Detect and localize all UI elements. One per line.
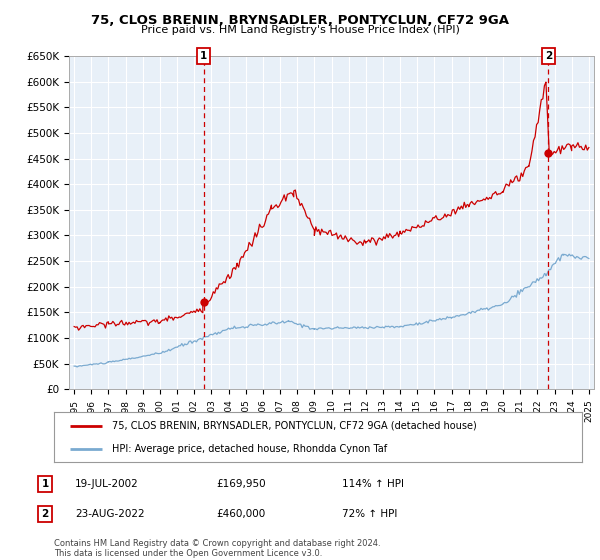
Text: 1: 1 bbox=[200, 51, 207, 61]
Text: 75, CLOS BRENIN, BRYNSADLER, PONTYCLUN, CF72 9GA (detached house): 75, CLOS BRENIN, BRYNSADLER, PONTYCLUN, … bbox=[112, 421, 477, 431]
Text: 2: 2 bbox=[545, 51, 552, 61]
Text: 72% ↑ HPI: 72% ↑ HPI bbox=[342, 509, 397, 519]
Text: 2: 2 bbox=[41, 509, 49, 519]
Text: Price paid vs. HM Land Registry's House Price Index (HPI): Price paid vs. HM Land Registry's House … bbox=[140, 25, 460, 35]
Text: £169,950: £169,950 bbox=[216, 479, 266, 489]
Text: 1: 1 bbox=[41, 479, 49, 489]
Text: 19-JUL-2002: 19-JUL-2002 bbox=[75, 479, 139, 489]
Text: 75, CLOS BRENIN, BRYNSADLER, PONTYCLUN, CF72 9GA: 75, CLOS BRENIN, BRYNSADLER, PONTYCLUN, … bbox=[91, 14, 509, 27]
Text: 114% ↑ HPI: 114% ↑ HPI bbox=[342, 479, 404, 489]
Text: 23-AUG-2022: 23-AUG-2022 bbox=[75, 509, 145, 519]
Text: Contains HM Land Registry data © Crown copyright and database right 2024.
This d: Contains HM Land Registry data © Crown c… bbox=[54, 539, 380, 558]
Text: HPI: Average price, detached house, Rhondda Cynon Taf: HPI: Average price, detached house, Rhon… bbox=[112, 445, 387, 454]
Text: £460,000: £460,000 bbox=[216, 509, 265, 519]
